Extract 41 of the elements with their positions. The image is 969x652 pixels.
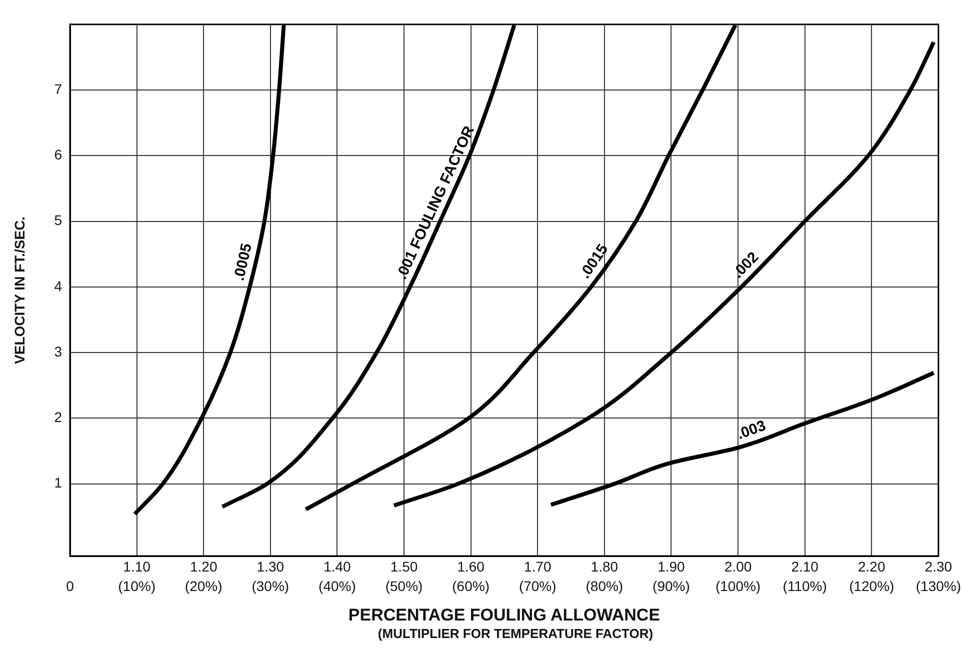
x-tick-label: 1.80 [590, 558, 618, 574]
text: (MULTIPLIER FOR TEMPERATURE FACTOR) [376, 626, 654, 641]
line-series [548, 370, 936, 507]
x-tick-label: 1.60 [457, 558, 485, 574]
x2-tick-label: (40%) [318, 578, 356, 594]
x2-tick-label: (130%) [916, 578, 962, 594]
x2-tick-label: (10%) [118, 578, 156, 594]
y-axis-title: VELOCITY IN FT./SEC. [11, 216, 28, 364]
x-tick-label: 1.10 [123, 558, 151, 574]
x-tick-label: 1.70 [524, 558, 552, 574]
x2-tick-label: (20%) [184, 578, 222, 594]
x2-tick-label: 0 [66, 578, 74, 594]
x2-tick-label: (90%) [652, 578, 690, 594]
x-tick-label: 1.30 [256, 558, 284, 574]
x-tick-label: 2.30 [924, 558, 952, 574]
x2-tick-label: (80%) [586, 578, 624, 594]
text: .0005 [230, 242, 256, 282]
y-tick-label: 4 [54, 278, 62, 294]
x2-tick-label: (100%) [715, 578, 761, 594]
x-tick-label: 2.10 [791, 558, 819, 574]
y-tick-label: 1 [54, 474, 62, 491]
x-tick-label: 2.00 [724, 558, 752, 574]
x-tick-label: 1.40 [324, 558, 352, 574]
x2-tick-label: (120%) [849, 578, 894, 594]
x-tick-label: 1.20 [190, 558, 218, 574]
x-tick-label: 1.90 [658, 558, 686, 574]
x-tick-label: 1.50 [390, 558, 418, 574]
x2-tick-label: (110%) [782, 578, 827, 594]
x-tick-label: 2.20 [858, 558, 886, 574]
x2-tick-label: (70%) [518, 578, 556, 594]
x2-tick-label: (60%) [452, 578, 490, 594]
x-axis-title: PERCENTAGE FOULING ALLOWANCE [348, 605, 660, 624]
y-tick-label: 3 [54, 343, 62, 360]
y-tick-label: 7 [54, 80, 62, 97]
y-tick-label: 2 [54, 409, 62, 426]
line-series [392, 40, 936, 508]
y-tick-label: 6 [54, 146, 62, 163]
x2-tick-label: (50%) [385, 578, 423, 594]
x2-tick-label: (30%) [252, 578, 290, 594]
y-tick-label: 5 [54, 212, 62, 228]
text: .003 [734, 417, 768, 444]
